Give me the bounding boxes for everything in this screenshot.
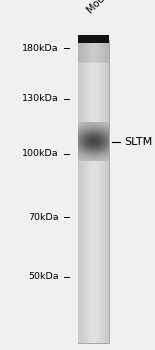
Text: SLTM: SLTM xyxy=(124,137,152,147)
Text: 100kDa: 100kDa xyxy=(22,149,59,159)
Bar xyxy=(78,40,108,343)
Text: 130kDa: 130kDa xyxy=(22,94,59,103)
Text: 50kDa: 50kDa xyxy=(28,272,59,281)
Text: Mouse brain: Mouse brain xyxy=(85,0,135,16)
Text: 180kDa: 180kDa xyxy=(22,44,59,53)
Bar xyxy=(78,35,108,43)
Text: 70kDa: 70kDa xyxy=(28,212,59,222)
